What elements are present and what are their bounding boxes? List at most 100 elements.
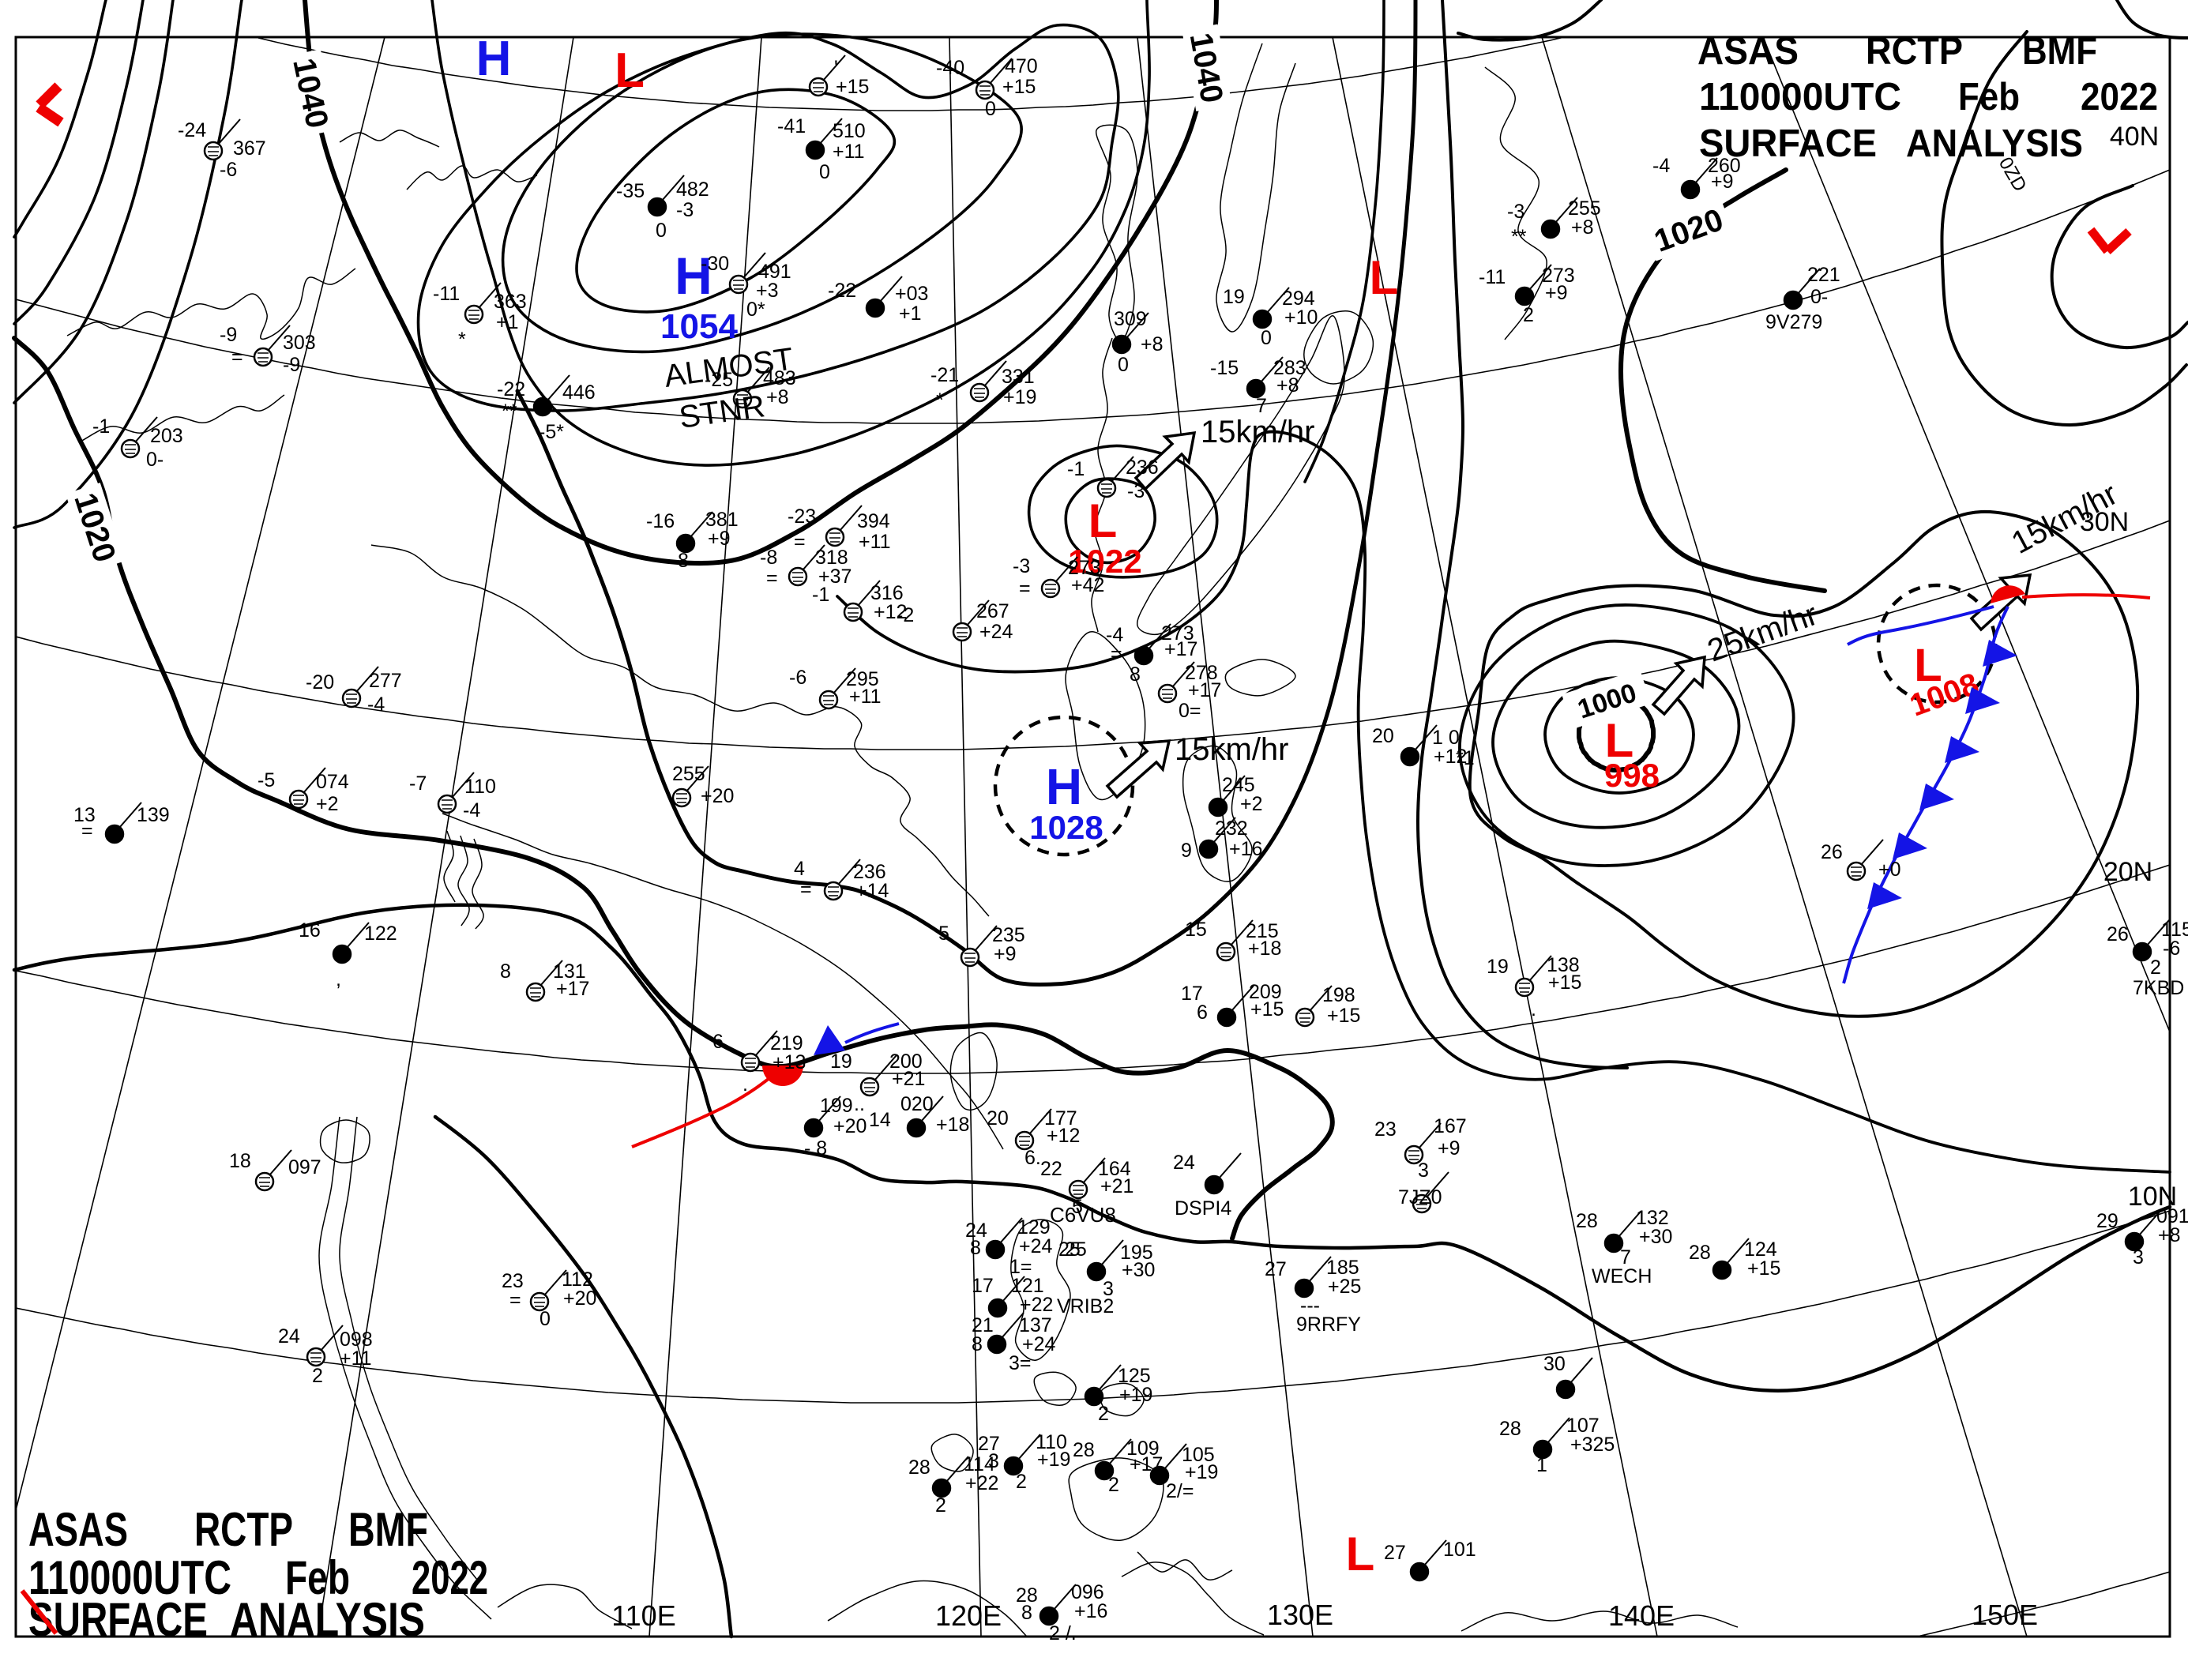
svg-text:-22: -22 <box>497 378 525 400</box>
svg-text:-7: -7 <box>409 772 427 795</box>
svg-text:-9: -9 <box>220 324 237 346</box>
svg-text:8: 8 <box>678 550 689 572</box>
svg-text:2/=: 2/= <box>1166 1480 1194 1502</box>
svg-text:**: ** <box>502 400 517 423</box>
svg-text:2: 2 <box>1108 1474 1119 1496</box>
svg-text:164: 164 <box>1098 1158 1131 1180</box>
svg-text:-5: -5 <box>258 769 275 791</box>
svg-text:17: 17 <box>972 1275 994 1297</box>
svg-text:9V279: 9V279 <box>1765 311 1822 333</box>
svg-text:235: 235 <box>992 924 1025 946</box>
svg-text:185: 185 <box>1326 1257 1359 1279</box>
svg-text:DSPI4: DSPI4 <box>1175 1197 1231 1220</box>
svg-text:096: 096 <box>1071 1581 1104 1603</box>
svg-text:1028: 1028 <box>1029 809 1103 846</box>
svg-text:-4: -4 <box>1652 155 1670 177</box>
svg-text:SURFACE: SURFACE <box>1699 122 1877 165</box>
svg-text:215: 215 <box>1246 920 1279 942</box>
svg-text:+17: +17 <box>556 978 589 1000</box>
svg-text:+17: +17 <box>1188 679 1221 701</box>
svg-text:20N: 20N <box>2103 857 2152 887</box>
svg-text:=: = <box>766 567 778 589</box>
svg-text:28: 28 <box>1016 1584 1038 1607</box>
svg-text:2: 2 <box>935 1494 946 1517</box>
svg-text:3=: 3= <box>1009 1352 1032 1374</box>
svg-text:-22: -22 <box>828 280 856 302</box>
svg-text:0: 0 <box>656 220 667 242</box>
svg-text:29: 29 <box>2096 1210 2118 1232</box>
svg-text:23: 23 <box>1374 1118 1397 1141</box>
svg-text:221: 221 <box>1807 264 1840 286</box>
svg-text:+11: +11 <box>833 141 865 163</box>
svg-text:**: ** <box>1511 226 1527 248</box>
svg-text:+19: +19 <box>1185 1461 1218 1483</box>
svg-text:0: 0 <box>539 1308 551 1330</box>
svg-text:209: 209 <box>1249 981 1282 1003</box>
svg-text:+9: +9 <box>708 528 731 550</box>
svg-text:-16: -16 <box>646 510 675 532</box>
svg-text:+42: +42 <box>1071 574 1104 596</box>
svg-text:510: 510 <box>833 120 866 142</box>
svg-text:+9: +9 <box>994 943 1017 965</box>
svg-text:30N: 30N <box>2080 507 2129 537</box>
svg-text:-24: -24 <box>178 119 206 141</box>
svg-text:L: L <box>1346 1528 1375 1580</box>
svg-text:20: 20 <box>1372 725 1394 747</box>
svg-text:+2: +2 <box>1240 793 1263 815</box>
svg-text:14: 14 <box>869 1109 891 1131</box>
svg-text:2022: 2022 <box>2081 76 2158 118</box>
svg-text:28: 28 <box>908 1456 930 1479</box>
svg-text:-6: -6 <box>2163 938 2180 960</box>
svg-text:0-: 0- <box>1810 286 1828 308</box>
svg-text:1054: 1054 <box>660 307 738 346</box>
svg-text:+3: +3 <box>756 280 779 302</box>
svg-text:28: 28 <box>1689 1242 1711 1264</box>
svg-text:Feb: Feb <box>285 1551 350 1604</box>
svg-text:+9: +9 <box>1545 282 1568 304</box>
svg-text:114: 114 <box>964 1453 995 1475</box>
svg-text:6: 6 <box>1197 1002 1208 1024</box>
svg-text:-1: -1 <box>1067 458 1085 480</box>
svg-text:+20: +20 <box>701 785 734 807</box>
svg-text:.: . <box>742 1073 748 1096</box>
svg-text:2: 2 <box>1098 1403 1109 1425</box>
svg-text:295: 295 <box>846 668 879 690</box>
svg-text:255: 255 <box>672 763 705 785</box>
svg-text:5: 5 <box>938 923 949 945</box>
svg-text:+24: +24 <box>1019 1235 1053 1257</box>
svg-text:+16: +16 <box>1074 1600 1107 1622</box>
svg-text:199: 199 <box>820 1095 853 1117</box>
svg-text:+1: +1 <box>899 303 922 325</box>
svg-text:13: 13 <box>73 804 96 826</box>
svg-text:WECH: WECH <box>1592 1265 1652 1287</box>
svg-text:27: 27 <box>1384 1542 1406 1564</box>
svg-text:124: 124 <box>1744 1238 1777 1261</box>
svg-text:2022: 2022 <box>412 1551 488 1604</box>
svg-text:+2: +2 <box>316 793 339 815</box>
svg-text:200: 200 <box>889 1050 923 1073</box>
svg-text:H: H <box>476 32 512 86</box>
svg-text:C6VU8: C6VU8 <box>1050 1203 1116 1227</box>
svg-text:+25: +25 <box>1328 1276 1361 1298</box>
svg-text:120E: 120E <box>935 1599 1002 1632</box>
svg-text:-40: -40 <box>936 57 964 79</box>
svg-text:18: 18 <box>229 1150 251 1172</box>
svg-text:+30: +30 <box>1122 1259 1155 1281</box>
svg-text:2: 2 <box>1016 1471 1027 1493</box>
svg-text:=: = <box>231 346 243 368</box>
svg-text:8: 8 <box>970 1237 981 1259</box>
svg-text:24: 24 <box>278 1325 300 1347</box>
svg-text:-15: -15 <box>1210 357 1239 379</box>
svg-text:236: 236 <box>853 861 886 883</box>
svg-text:195: 195 <box>1120 1242 1153 1264</box>
svg-text:198: 198 <box>1322 984 1355 1006</box>
svg-text:8: 8 <box>972 1333 983 1355</box>
svg-text:150E: 150E <box>1972 1599 2038 1631</box>
svg-text:7KBD: 7KBD <box>2133 977 2184 999</box>
svg-text:7JZ0: 7JZ0 <box>1398 1186 1442 1208</box>
svg-text:-2: -2 <box>897 604 914 626</box>
svg-text:110E: 110E <box>611 1599 675 1632</box>
svg-text:122: 122 <box>364 923 397 945</box>
svg-text:25: 25 <box>1058 1238 1081 1261</box>
svg-text:110: 110 <box>464 776 496 798</box>
